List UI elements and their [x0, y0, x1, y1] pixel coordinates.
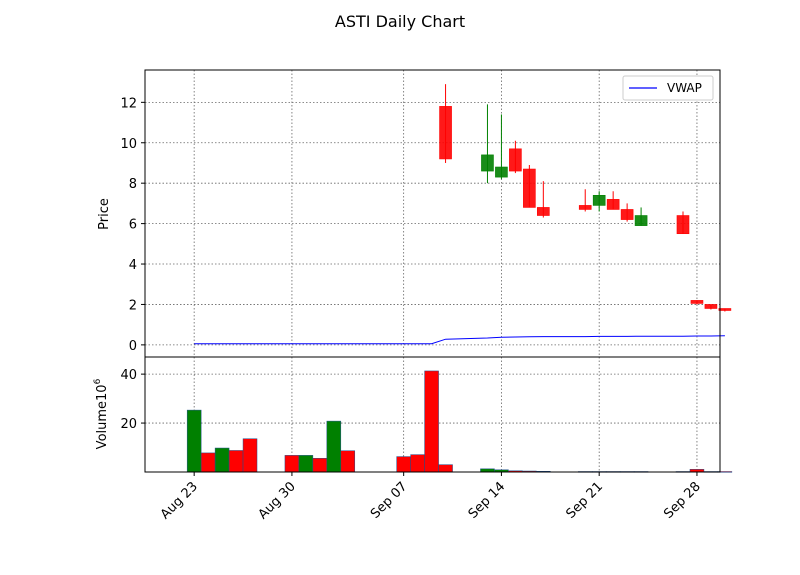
candle-body	[718, 308, 732, 311]
chart-title: ASTI Daily Chart	[335, 12, 465, 31]
candle-body	[439, 106, 452, 160]
volume-bar	[424, 370, 439, 473]
volume-panel: 20 40 Aug 23 Aug 30 Sep 07 Sep 14 Sep 21 Sep 28	[120, 356, 733, 522]
x-tick-label: Aug 30	[256, 479, 299, 522]
legend: VWAP	[622, 75, 714, 101]
volume-bar	[312, 458, 328, 473]
price-tick-label: 4	[129, 258, 137, 273]
candle-body	[690, 300, 704, 304]
volume-panel-frame	[144, 356, 721, 473]
volume-bar	[242, 438, 258, 473]
price-tick-label: 6	[129, 218, 137, 233]
candle-body	[620, 209, 634, 220]
candle-body	[634, 215, 648, 226]
price-axis-label: Price	[97, 198, 112, 230]
volume-axis-label-base: 10	[95, 384, 110, 401]
price-tick-label: 12	[120, 96, 137, 111]
candle-body	[495, 166, 508, 178]
candle-body	[606, 199, 620, 210]
price-tick-label: 8	[129, 177, 137, 192]
volume-bar	[214, 447, 230, 473]
candle-body	[537, 207, 550, 216]
volume-bar	[186, 409, 202, 473]
candle-body	[481, 154, 494, 172]
price-tick-label: 0	[129, 339, 137, 354]
candle-body	[704, 304, 718, 309]
legend-vwap-label: VWAP	[667, 81, 702, 95]
price-panel: 0 2 4 6 8 10 12	[120, 69, 732, 358]
price-tick-label: 2	[129, 298, 137, 313]
x-tick-label: Aug 23	[158, 479, 201, 522]
volume-bar	[438, 464, 453, 473]
volume-axis-label-power: 6	[93, 378, 103, 384]
legend-box	[622, 75, 714, 101]
candle-body	[592, 195, 606, 206]
x-tick-label: Sep 07	[368, 479, 411, 522]
volume-bar	[396, 456, 411, 473]
price-panel-frame	[144, 69, 721, 358]
volume-bar	[228, 450, 244, 473]
candle-body	[676, 215, 690, 235]
volume-bar	[298, 455, 314, 473]
volume-tick-label: 40	[120, 368, 137, 383]
volume-bar	[326, 420, 342, 473]
volume-bar	[284, 455, 300, 473]
volume-bar	[200, 452, 216, 473]
vwap-line	[194, 335, 725, 345]
volume-axis-label-text: Volume	[95, 401, 110, 449]
x-tick-label: Sep 14	[466, 479, 509, 522]
volume-axis-label: Volume106	[93, 378, 110, 449]
candle-body	[523, 168, 536, 208]
candle-body	[578, 205, 592, 210]
volume-bar	[340, 450, 356, 473]
volume-bar	[410, 454, 425, 473]
x-tick-label: Sep 21	[563, 479, 606, 522]
price-tick-label: 10	[120, 137, 137, 152]
candle-body	[509, 148, 522, 172]
x-tick-label: Sep 28	[661, 479, 704, 522]
volume-tick-label: 20	[120, 417, 137, 432]
